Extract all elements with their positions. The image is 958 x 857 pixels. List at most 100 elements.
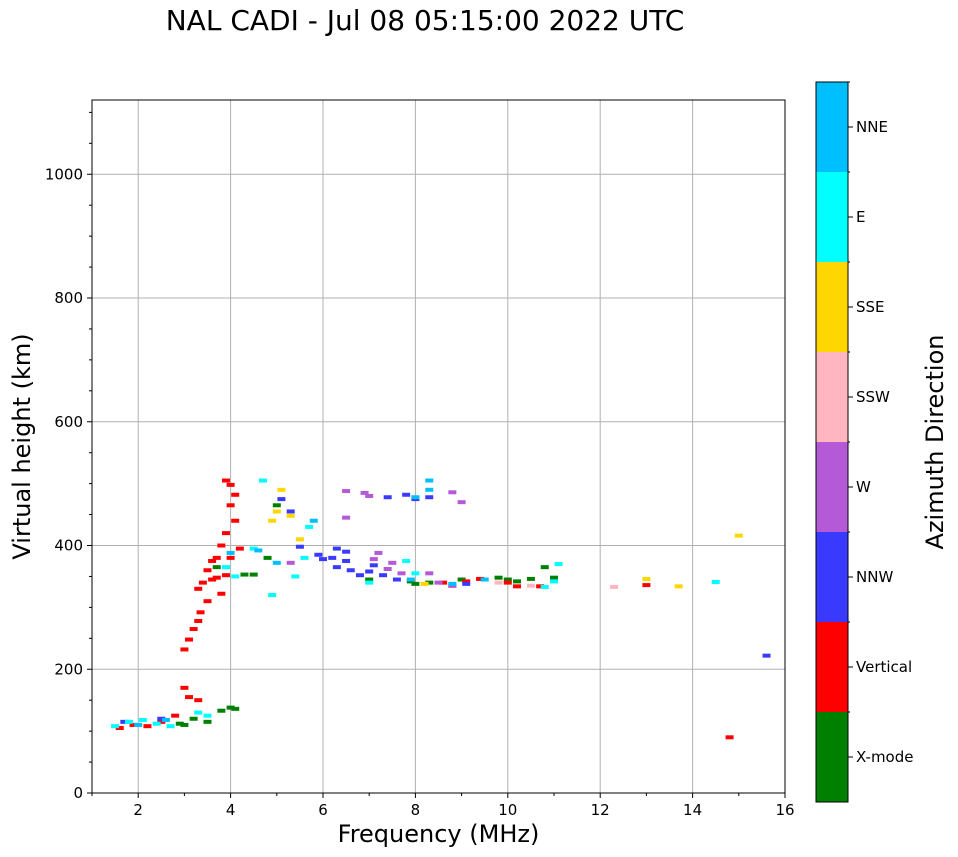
data-point-vertical — [185, 695, 194, 700]
data-point-nnw — [332, 565, 341, 570]
data-point-vertical — [221, 478, 230, 483]
y-tick-label: 400 — [54, 537, 83, 555]
colorbar-swatch-ssw — [816, 352, 848, 442]
data-point-x-mode — [411, 581, 420, 586]
data-point-nne — [425, 487, 434, 492]
data-point-x-mode — [457, 577, 466, 582]
data-point-w — [425, 571, 434, 576]
data-point-vertical — [208, 558, 217, 563]
data-point-nnw — [286, 509, 295, 514]
data-point-vertical — [503, 580, 512, 585]
colorbar-swatch-nnw — [816, 532, 848, 622]
data-point-nne — [161, 717, 170, 722]
axes: 2 4 6 8 10 12 14 16 0 200 400 600 800 1000 Frequency (… — [8, 99, 795, 848]
data-point-e — [194, 710, 203, 715]
data-point-e — [711, 580, 720, 585]
data-point-sse — [674, 584, 683, 589]
data-point-e — [111, 724, 120, 729]
x-tick-label: 4 — [226, 801, 236, 819]
data-point-vertical — [217, 543, 226, 548]
data-point-vertical — [194, 618, 203, 623]
data-point-w — [374, 550, 383, 555]
data-point-nnw — [379, 573, 388, 578]
data-point-x-mode — [226, 705, 235, 710]
colorbar-label: SSE — [856, 298, 885, 316]
data-point-w — [365, 494, 374, 498]
colorbar-swatch-nne — [816, 82, 848, 172]
data-point-vertical — [198, 580, 207, 585]
data-point-nne — [134, 722, 143, 727]
y-tick-label: 200 — [54, 660, 83, 678]
data-point-w — [388, 560, 397, 565]
data-point-x-mode — [175, 721, 184, 726]
data-point-nnw — [120, 719, 129, 724]
data-point-ssw — [610, 584, 619, 589]
data-point-sse — [420, 581, 429, 586]
data-point-e — [540, 584, 549, 589]
data-layer — [111, 478, 771, 740]
data-point-x-mode — [272, 503, 281, 508]
data-point-nnw — [342, 549, 351, 554]
colorbar-swatch-e — [816, 172, 848, 262]
y-tick-label: 0 — [73, 784, 83, 802]
x-axis-label: Frequency (MHz) — [338, 820, 540, 848]
data-point-vertical — [203, 568, 212, 573]
data-point-e — [411, 571, 420, 576]
data-point-nnw — [365, 569, 374, 574]
data-point-nnw — [383, 495, 392, 500]
data-point-vertical — [180, 685, 189, 690]
data-point-x-mode — [425, 580, 434, 585]
x-tick-label: 8 — [411, 801, 421, 819]
x-tick-label: 16 — [775, 801, 794, 819]
colorbar-label: NNE — [856, 118, 888, 136]
y-axis-label: Virtual height (km) — [8, 333, 36, 559]
data-point-w — [397, 571, 406, 576]
data-point-sse — [734, 533, 743, 538]
x-tick-label: 10 — [498, 801, 517, 819]
data-point-vertical — [203, 599, 212, 604]
data-point-x-mode — [231, 706, 240, 711]
data-point-nne — [309, 518, 318, 523]
data-point-sse — [277, 487, 286, 492]
data-point-nne — [425, 478, 434, 483]
data-point-w — [369, 557, 378, 562]
data-point-e — [166, 724, 175, 729]
data-point-x-mode — [513, 579, 522, 584]
y-tick-label: 600 — [54, 413, 83, 431]
data-point-e — [221, 565, 230, 570]
data-point-x-mode — [263, 555, 272, 560]
data-point-w — [383, 567, 392, 572]
data-point-nne — [406, 577, 415, 582]
data-point-x-mode — [503, 577, 512, 582]
data-point-nne — [272, 560, 281, 565]
data-point-vertical — [157, 719, 166, 724]
data-point-x-mode — [526, 576, 535, 581]
data-point-vertical — [196, 610, 205, 615]
data-point-vertical — [189, 627, 198, 632]
data-point-e — [258, 478, 267, 483]
data-point-x-mode — [212, 565, 221, 570]
data-point-nnw — [346, 568, 355, 573]
data-point-nnw — [295, 544, 304, 549]
data-point-vertical — [439, 580, 448, 585]
colorbar-frame — [815, 81, 849, 803]
colorbar-label: SSW — [856, 388, 890, 406]
data-point-vertical — [476, 576, 485, 581]
data-point-x-mode — [540, 565, 549, 570]
data-point-e — [203, 713, 212, 718]
data-point-sse — [642, 576, 651, 581]
data-point-e — [152, 721, 161, 726]
colorbar: X-mode Vertical NNW W SSW SSE E NNE Azimuth Dire… — [815, 81, 949, 803]
data-point-vertical — [171, 713, 180, 718]
data-point-vertical — [462, 579, 471, 584]
x-tick-label: 6 — [318, 801, 328, 819]
data-point-w — [448, 490, 457, 495]
data-point-vertical — [642, 583, 651, 588]
data-point-e — [124, 719, 133, 724]
data-point-nnw — [392, 577, 401, 582]
data-point-w — [342, 515, 351, 520]
data-point-e — [300, 555, 309, 560]
data-point-e — [268, 593, 277, 597]
plot-frame — [91, 99, 786, 794]
